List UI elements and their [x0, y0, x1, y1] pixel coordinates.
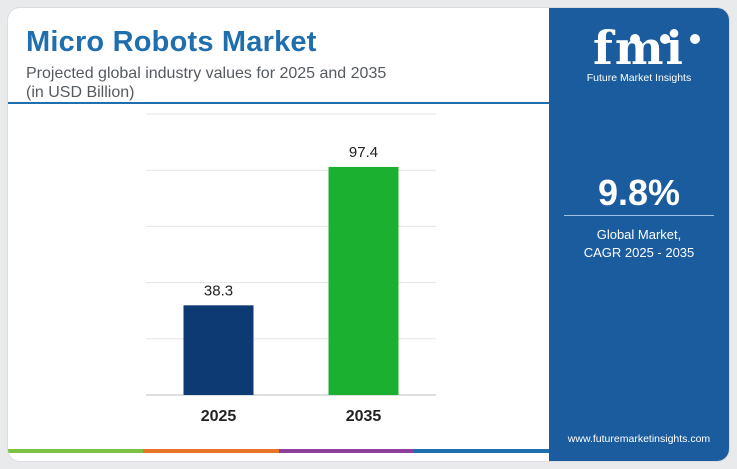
strip-segment — [8, 449, 144, 453]
strip-segment — [143, 449, 279, 453]
logo-text: fmi — [593, 21, 685, 75]
bar-2025 — [183, 305, 254, 395]
x-tick-label-2035: 2035 — [346, 408, 382, 425]
bar-chart: 38.3 2025 97.4 2035 — [146, 113, 436, 425]
cagr-label: Global Market, CAGR 2025 - 2035 — [549, 226, 729, 262]
data-label-2035: 97.4 — [349, 144, 378, 161]
fmi-logo: fmi Future Market Insights — [549, 22, 729, 84]
panel-divider — [564, 215, 714, 216]
page-title: Micro Robots Market — [26, 26, 317, 58]
strip-segment — [413, 449, 549, 453]
side-panel: fmi Future Market Insights 9.8% Global M… — [549, 8, 729, 461]
subtitle-line-2: (in USD Billion) — [26, 84, 135, 101]
x-tick-label-2025: 2025 — [201, 408, 237, 425]
cagr-value: 9.8% — [597, 172, 681, 213]
data-label-2025: 38.3 — [204, 282, 233, 299]
bottom-color-strip — [8, 449, 549, 453]
header-divider — [8, 102, 549, 104]
cagr-label-line-2: CAGR 2025 - 2035 — [583, 245, 695, 260]
strip-segment — [278, 449, 414, 453]
bar-2035 — [328, 166, 399, 395]
logo-tagline: Future Market Insights — [586, 72, 692, 84]
chart-subtitle: Projected global industry values for 202… — [26, 64, 506, 102]
infographic-card: Micro Robots Market Projected global ind… — [8, 8, 729, 461]
website-link[interactable]: www.futuremarketinsights.com — [567, 433, 711, 445]
subtitle-line-1: Projected global industry values for 202… — [26, 65, 387, 82]
logo-icons — [630, 34, 700, 44]
cagr-label-line-1: Global Market, — [596, 227, 682, 242]
